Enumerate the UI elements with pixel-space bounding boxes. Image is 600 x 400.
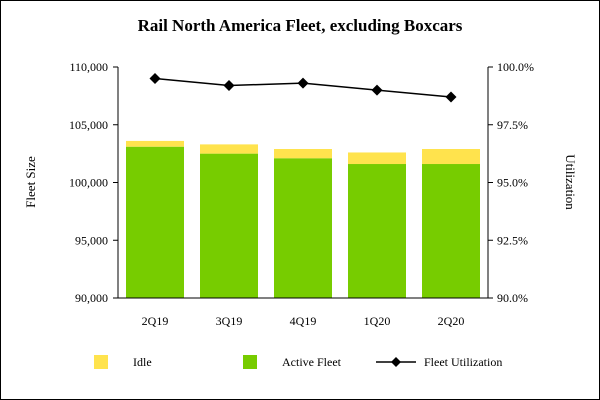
x-tick-label: 4Q19 — [290, 314, 317, 328]
bar-active-2Q20 — [422, 164, 480, 298]
utilization-point-3Q19 — [223, 79, 235, 91]
bar-active-2Q19 — [126, 146, 184, 298]
y2-tick-label: 90.0% — [497, 291, 528, 305]
utilization-point-2Q19 — [149, 73, 161, 85]
x-tick-label: 2Q20 — [438, 314, 465, 328]
utilization-point-4Q19 — [297, 77, 309, 89]
y2-axis-label: Utilization — [563, 154, 578, 210]
bar-idle-1Q20 — [348, 152, 406, 165]
bar-idle-3Q19 — [200, 144, 258, 154]
bar-active-3Q19 — [200, 153, 258, 298]
legend-label: Active Fleet — [282, 355, 342, 369]
bar-idle-4Q19 — [274, 149, 332, 159]
y-tick-label: 105,000 — [69, 118, 108, 132]
utilization-point-2Q20 — [445, 91, 457, 103]
x-tick-label: 1Q20 — [364, 314, 391, 328]
bar-idle-2Q20 — [422, 149, 480, 165]
y2-tick-label: 95.0% — [497, 176, 528, 190]
legend-label: Idle — [133, 355, 152, 369]
legend-label: Fleet Utilization — [424, 355, 502, 369]
y2-tick-label: 100.0% — [497, 60, 534, 74]
utilization-point-1Q20 — [371, 84, 383, 96]
y-tick-label: 95,000 — [75, 233, 108, 247]
chart-title: Rail North America Fleet, excluding Boxc… — [138, 16, 463, 35]
legend-swatch — [94, 355, 108, 369]
bar-idle-2Q19 — [126, 140, 184, 147]
y2-tick-label: 97.5% — [497, 118, 528, 132]
bar-active-4Q19 — [274, 158, 332, 298]
x-tick-label: 3Q19 — [216, 314, 243, 328]
x-tick-label: 2Q19 — [142, 314, 169, 328]
legend: Idle Active Fleet Fleet Utilization — [94, 355, 502, 369]
y-tick-label: 90,000 — [75, 291, 108, 305]
plot-area: 90,000 95,000 100,000 105,000 110,000 90.0% 92… — [69, 60, 534, 328]
y-tick-label: 100,000 — [69, 176, 108, 190]
y-axis-label: Fleet Size — [23, 156, 38, 208]
legend-marker — [391, 357, 401, 367]
legend-swatch — [243, 355, 257, 369]
y2-tick-label: 92.5% — [497, 233, 528, 247]
bar-active-1Q20 — [348, 164, 406, 298]
y-tick-label: 110,000 — [69, 60, 108, 74]
